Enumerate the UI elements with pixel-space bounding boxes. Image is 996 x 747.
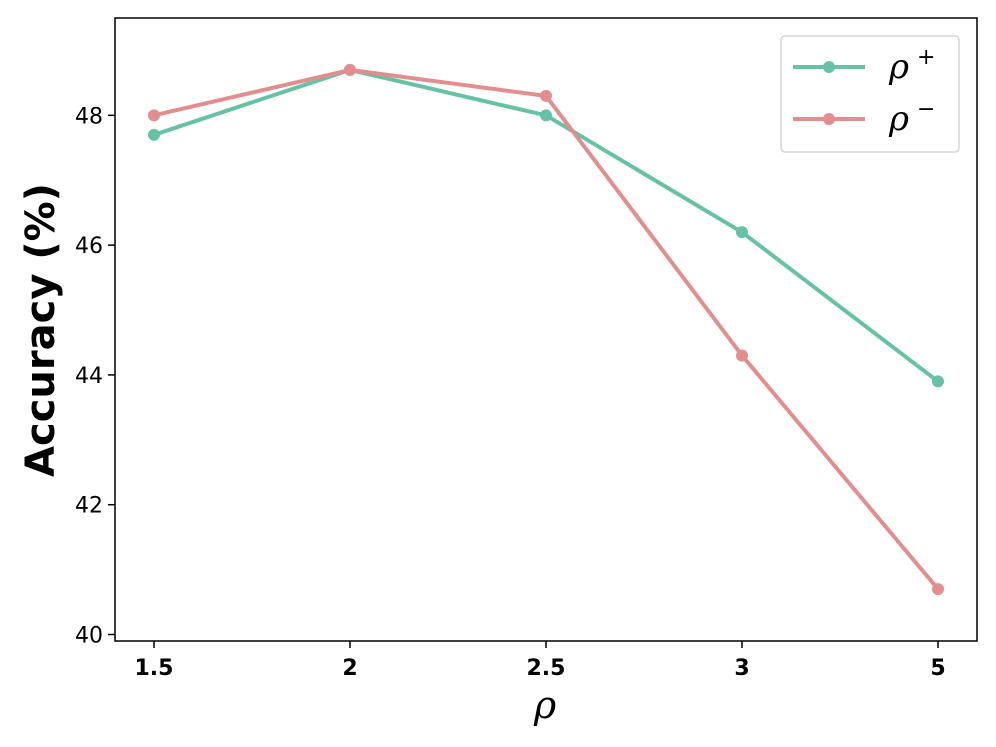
data-point [736, 226, 748, 239]
data-point [540, 109, 552, 122]
series-rho-minus [148, 63, 944, 596]
legend-label: ρ [888, 47, 909, 87]
legend-label-superscript: + [917, 45, 935, 70]
y-tick-label: 48 [75, 104, 103, 129]
legend-label: ρ [888, 99, 909, 139]
legend-marker [823, 113, 835, 125]
data-point [148, 109, 160, 122]
y-tick-label: 44 [75, 364, 103, 389]
legend-label-superscript: − [917, 97, 935, 122]
data-point [932, 583, 944, 596]
legend: ρ +ρ − [780, 35, 960, 153]
series-layer [148, 63, 944, 596]
data-point [932, 375, 944, 388]
y-tick-label: 46 [75, 234, 103, 259]
legend-entry: ρ − [793, 97, 935, 139]
data-point [540, 89, 552, 102]
plot-frame [114, 17, 978, 642]
x-axis-label: ρ [533, 683, 557, 727]
legend-entry: ρ + [793, 45, 935, 87]
data-point [736, 349, 748, 362]
y-axis: 40 42 44 46 48 [75, 104, 115, 649]
x-tick-label: 3 [734, 656, 749, 681]
data-point [344, 63, 356, 76]
x-tick-label: 5 [930, 656, 945, 681]
x-tick-label: 2.5 [527, 656, 566, 681]
x-tick-label: 1.5 [135, 656, 174, 681]
y-axis-label: Accuracy (%) [18, 183, 64, 477]
data-point [148, 128, 160, 141]
legend-marker [823, 61, 835, 73]
y-tick-label: 42 [75, 494, 103, 519]
x-axis: 1.5 2 2.5 3 5 [135, 641, 946, 681]
x-tick-label: 2 [342, 656, 357, 681]
y-tick-label: 40 [75, 624, 103, 649]
